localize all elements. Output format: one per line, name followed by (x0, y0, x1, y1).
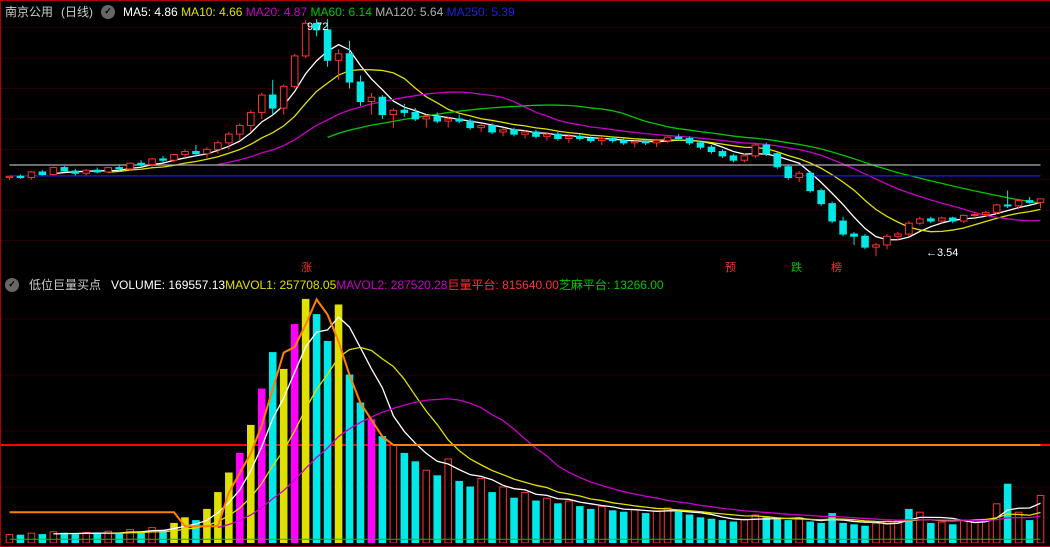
vol-indicator-item: 巨量平台: 815640.00 (447, 278, 558, 292)
price-header: 南京公用 (日线) ✓ MA5: 4.86 MA10: 4.66 MA20: 4… (5, 3, 515, 20)
ma-item: MA10: 4.66 (181, 5, 242, 19)
low-price-label: ←3.54 (926, 247, 958, 259)
badge-icon: ✓ (101, 5, 115, 19)
ma-list: MA5: 4.86 MA10: 4.66 MA20: 4.87 MA60: 6.… (123, 5, 515, 19)
badge-icon: ✓ (5, 278, 19, 292)
price-chart[interactable] (1, 19, 1050, 271)
event-marker: 涨 (301, 259, 312, 275)
event-marker: 跌 (791, 259, 802, 275)
vol-indicator-item: MAVOL2: 287520.28 (336, 278, 447, 292)
vol-indicator-item: MAVOL1: 257708.05 (225, 278, 336, 292)
stock-chart-container: 南京公用 (日线) ✓ MA5: 4.86 MA10: 4.66 MA20: 4… (0, 0, 1050, 547)
event-marker: 榜 (831, 259, 842, 275)
vol-title: 低位巨量买点 (29, 276, 101, 293)
ma-item: MA60: 6.14 (311, 5, 372, 19)
ma-item: MA5: 4.86 (123, 5, 178, 19)
ma-item: MA120: 5.64 (375, 5, 443, 19)
ma-item: MA20: 4.87 (246, 5, 307, 19)
volume-chart[interactable] (1, 291, 1050, 543)
period-label: (日线) (61, 3, 93, 20)
vol-indicator-list: VOLUME: 169557.13MAVOL1: 257708.05MAVOL2… (111, 276, 664, 293)
high-price-label: 9.72 (307, 21, 328, 33)
stock-title: 南京公用 (5, 3, 53, 20)
event-marker: 预 (725, 259, 736, 275)
vol-indicator-item: 芝麻平台: 13266.00 (559, 278, 664, 292)
ma-item: MA250: 5.39 (447, 5, 515, 19)
vol-indicator-item: VOLUME: 169557.13 (111, 278, 225, 292)
volume-header: ✓ 低位巨量买点 VOLUME: 169557.13MAVOL1: 257708… (5, 276, 664, 293)
